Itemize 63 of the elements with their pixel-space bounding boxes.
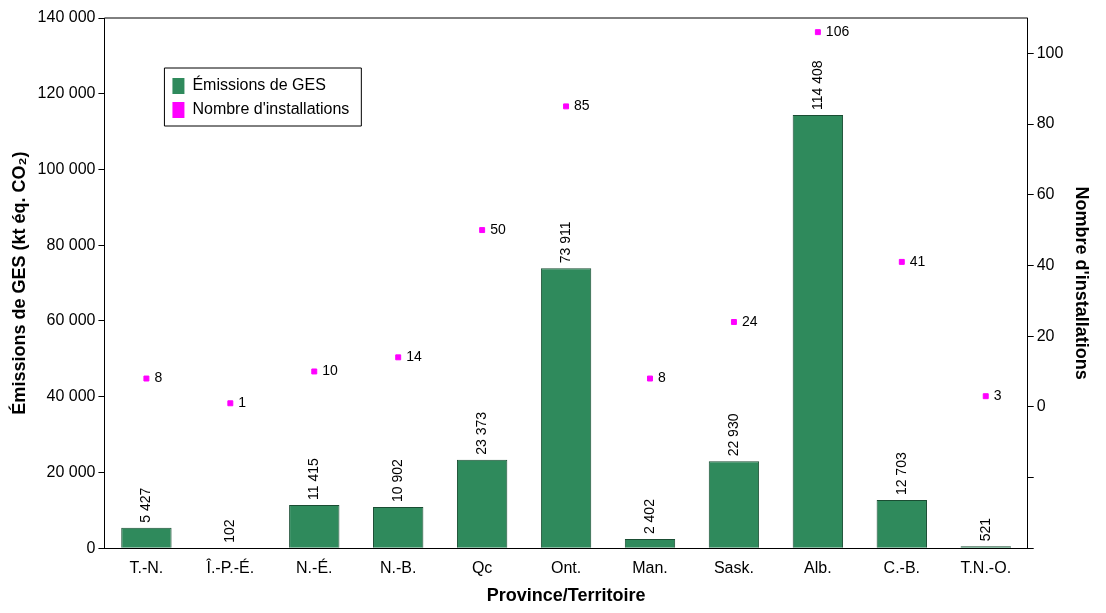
data-label: 10 [322, 362, 339, 379]
legend-label: Nombre d'installations [192, 100, 350, 118]
point [982, 393, 989, 400]
data-label: 8 [154, 369, 163, 386]
data-label: 521 [976, 517, 993, 542]
data-label: 24 [741, 312, 758, 329]
data-label: 22 930 [724, 413, 741, 457]
data-label: 85 [574, 97, 590, 114]
point [647, 375, 653, 382]
x-tick-label: N.-B. [379, 559, 417, 577]
x-tick-label: Man. [632, 559, 668, 577]
y-tick-label: 0 [86, 538, 96, 556]
data-label: 41 [909, 252, 926, 269]
data-label: 102 [221, 519, 238, 543]
point [227, 400, 234, 407]
x-axis-title: Province/Territoire [486, 585, 646, 606]
data-label: 8 [658, 369, 666, 386]
data-label: 106 [825, 23, 850, 39]
data-label: 14 [406, 348, 422, 365]
data-label: 5 427 [137, 487, 154, 523]
point [730, 319, 737, 325]
data-label: 10 902 [389, 458, 406, 502]
y2-tick-label: 60 [1036, 185, 1055, 203]
data-label: 114 408 [808, 60, 825, 110]
data-label: 2 402 [640, 498, 657, 535]
x-tick-label: Î.-P.-É. [205, 558, 255, 577]
legend-label: Émissions de GES [192, 75, 326, 94]
y-tick-label: 40 000 [46, 387, 96, 405]
y-tick-label: 100 000 [37, 159, 96, 177]
y-axis-title: Émissions de GES (kt éq. CO₂) [7, 151, 29, 415]
point [311, 368, 318, 375]
point [143, 375, 150, 382]
y-tick-label: 20 000 [46, 462, 96, 480]
y2-tick-label: 80 [1036, 114, 1055, 132]
point [563, 103, 570, 110]
x-tick-label: C.-B. [883, 559, 921, 577]
data-label: 12 703 [892, 452, 909, 496]
point [814, 29, 821, 36]
data-label: 73 911 [556, 221, 573, 264]
y-tick-label: 80 000 [46, 235, 96, 253]
x-tick-label: T.-N. [129, 559, 164, 577]
y-tick-label: 140 000 [37, 8, 96, 26]
y2-tick-label: 20 [1036, 326, 1055, 344]
y2-tick-label: 40 [1036, 255, 1055, 273]
y-tick-label: 120 000 [37, 84, 96, 102]
y2-axis-title: Nombre d'installations [1072, 186, 1093, 380]
point [395, 354, 402, 361]
data-label: 11 415 [305, 457, 322, 500]
x-tick-label: N.-É. [296, 558, 333, 577]
data-label: 50 [490, 220, 506, 237]
x-tick-label: Sask. [713, 559, 754, 577]
data-label: 3 [993, 387, 1002, 404]
y2-tick-label: 0 [1036, 397, 1046, 415]
x-tick-label: T.N.-O. [960, 559, 1012, 577]
x-tick-label: Ont. [550, 559, 582, 577]
point [898, 258, 905, 265]
point [479, 227, 486, 234]
y-tick-label: 60 000 [46, 311, 96, 329]
x-tick-label: Qc [471, 559, 493, 577]
data-label: 1 [238, 394, 247, 411]
x-tick-label: Alb. [804, 559, 832, 577]
data-label: 23 373 [473, 411, 489, 455]
y2-tick-label: 100 [1036, 43, 1064, 61]
